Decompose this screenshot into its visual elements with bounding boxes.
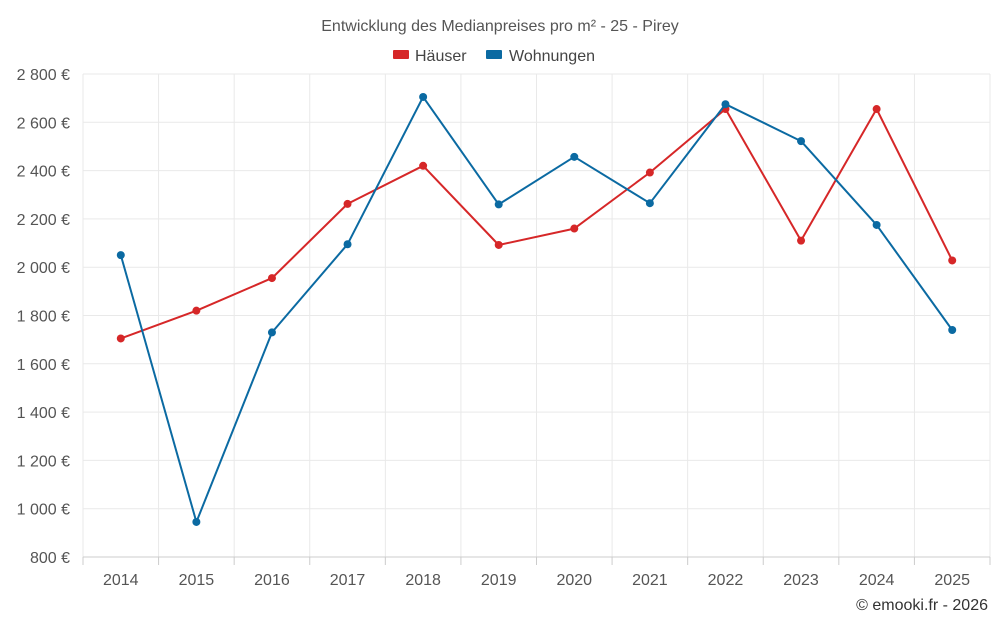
data-point[interactable] bbox=[570, 152, 579, 161]
grid bbox=[82, 73, 991, 557]
series-wohnungen bbox=[116, 92, 957, 526]
y-tick-label: 2 400 € bbox=[17, 164, 70, 181]
data-point[interactable] bbox=[343, 199, 352, 208]
legend-label-wohnungen: Wohnungen bbox=[509, 48, 595, 65]
x-tick-label: 2024 bbox=[859, 572, 895, 589]
y-tick-label: 2 600 € bbox=[17, 115, 70, 132]
data-point[interactable] bbox=[948, 325, 957, 334]
data-point[interactable] bbox=[267, 328, 276, 337]
legend-swatch-haeuser bbox=[393, 50, 409, 59]
x-tick-label: 2017 bbox=[330, 572, 366, 589]
data-point[interactable] bbox=[721, 100, 730, 109]
data-point[interactable] bbox=[797, 236, 806, 245]
chart-title: Entwicklung des Medianpreises pro m² - 2… bbox=[321, 18, 678, 35]
legend-item-haeuser[interactable]: Häuser bbox=[393, 48, 467, 65]
data-point[interactable] bbox=[343, 240, 352, 249]
x-tick-label: 2023 bbox=[783, 572, 819, 589]
x-tick-label: 2019 bbox=[481, 572, 517, 589]
x-tick-label: 2021 bbox=[632, 572, 668, 589]
legend-label-haeuser: Häuser bbox=[415, 48, 467, 65]
y-tick-label: 800 € bbox=[30, 550, 70, 567]
data-point[interactable] bbox=[645, 168, 654, 177]
series-line bbox=[120, 108, 954, 340]
data-point[interactable] bbox=[267, 274, 276, 283]
data-point[interactable] bbox=[494, 240, 503, 249]
y-tick-label: 2 000 € bbox=[17, 260, 70, 277]
legend: Häuser Wohnungen bbox=[393, 48, 595, 65]
series-haeuser bbox=[116, 105, 957, 343]
data-point[interactable] bbox=[872, 220, 881, 229]
data-point[interactable] bbox=[872, 105, 881, 114]
data-point[interactable] bbox=[192, 517, 201, 526]
x-tick-label: 2022 bbox=[708, 572, 744, 589]
x-tick-label: 2014 bbox=[103, 572, 139, 589]
series-layer bbox=[116, 92, 957, 526]
data-point[interactable] bbox=[419, 92, 428, 101]
x-tick-label: 2016 bbox=[254, 572, 290, 589]
y-tick-label: 1 800 € bbox=[17, 309, 70, 326]
data-point[interactable] bbox=[116, 251, 125, 260]
x-tick-label: 2018 bbox=[405, 572, 441, 589]
data-point[interactable] bbox=[570, 224, 579, 233]
x-tick-label: 2020 bbox=[556, 572, 592, 589]
x-axis: 2014 2015 2016 2017 2018 2019 2020 2021 2022 2023… bbox=[82, 556, 991, 589]
x-tick-label: 2015 bbox=[179, 572, 215, 589]
y-tick-label: 1 200 € bbox=[17, 453, 70, 470]
y-tick-label: 1 600 € bbox=[17, 357, 70, 374]
legend-swatch-wohnungen bbox=[486, 50, 502, 59]
y-tick-label: 1 000 € bbox=[17, 502, 70, 519]
y-tick-label: 2 800 € bbox=[17, 67, 70, 84]
data-point[interactable] bbox=[645, 199, 654, 208]
data-point[interactable] bbox=[494, 200, 503, 209]
y-tick-label: 2 200 € bbox=[17, 212, 70, 229]
series-line bbox=[119, 95, 954, 523]
data-point[interactable] bbox=[116, 334, 125, 343]
y-tick-label: 1 400 € bbox=[17, 405, 70, 422]
data-point[interactable] bbox=[192, 306, 201, 315]
data-point[interactable] bbox=[419, 161, 428, 170]
data-point[interactable] bbox=[797, 137, 806, 146]
legend-item-wohnungen[interactable]: Wohnungen bbox=[486, 48, 595, 65]
credit-text: © emooki.fr - 2026 bbox=[856, 597, 988, 614]
data-point[interactable] bbox=[948, 256, 957, 265]
x-tick-label: 2025 bbox=[934, 572, 970, 589]
y-axis: 800 € 1 000 € 1 200 € 1 400 € 1 600 € 1 800 €… bbox=[17, 67, 70, 567]
